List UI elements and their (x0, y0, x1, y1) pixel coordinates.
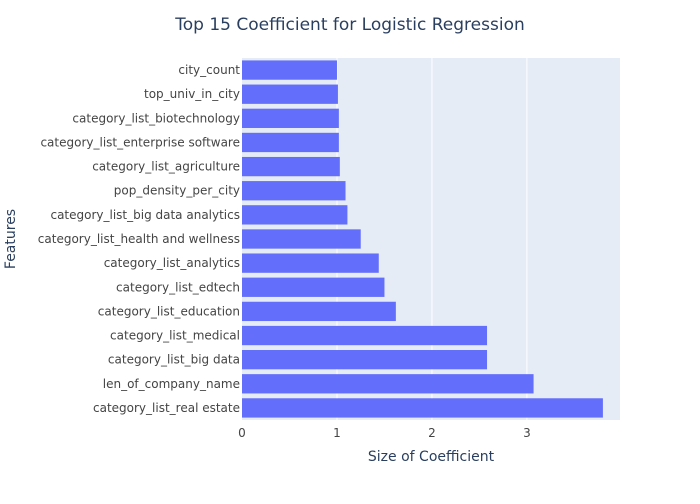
bar (242, 277, 385, 297)
y-tick-label: category_list_big data (108, 353, 240, 367)
y-tick-label: category_list_big data analytics (50, 208, 240, 222)
x-tick-label: 0 (238, 426, 246, 440)
bar (242, 301, 396, 322)
bar (242, 374, 534, 394)
bar (242, 325, 488, 346)
y-tick-label: category_list_analytics (104, 256, 240, 270)
y-tick-label: city_count (178, 63, 240, 77)
bar (242, 229, 361, 249)
bar (242, 132, 339, 153)
y-tick-label: top_univ_in_city (144, 87, 240, 101)
x-axis-title: Size of Coefficient (368, 449, 495, 465)
x-tick-label: 3 (523, 426, 531, 440)
x-tick-labels: 0 1 2 3 (238, 426, 531, 440)
bar (242, 253, 379, 273)
y-tick-label: len_of_company_name (103, 377, 240, 391)
bar (242, 108, 339, 128)
bar (242, 181, 346, 201)
x-tick-label: 1 (333, 426, 341, 440)
bar (242, 84, 338, 104)
y-tick-labels: city_count top_univ_in_city category_list_… (38, 63, 241, 415)
y-tick-label: category_list_medical (110, 329, 240, 343)
y-tick-label: category_list_biotechnology (72, 111, 240, 125)
y-tick-label: category_list_edtech (116, 280, 240, 294)
y-tick-label: pop_density_per_city (114, 184, 240, 198)
bar (242, 350, 488, 370)
bar (242, 398, 603, 418)
y-tick-label: category_list_real estate (93, 401, 240, 415)
bars (242, 60, 603, 418)
bar (242, 156, 340, 177)
bar (242, 205, 348, 225)
y-tick-label: category_list_education (98, 304, 240, 318)
y-tick-label: category_list_health and wellness (38, 232, 240, 246)
y-tick-label: category_list_agriculture (92, 160, 240, 174)
y-axis-title: Features (3, 209, 19, 269)
bar (242, 60, 337, 80)
y-tick-label: category_list_enterprise software (40, 135, 240, 149)
chart-title: Top 15 Coefficient for Logistic Regressi… (174, 15, 525, 35)
x-tick-label: 2 (428, 426, 436, 440)
